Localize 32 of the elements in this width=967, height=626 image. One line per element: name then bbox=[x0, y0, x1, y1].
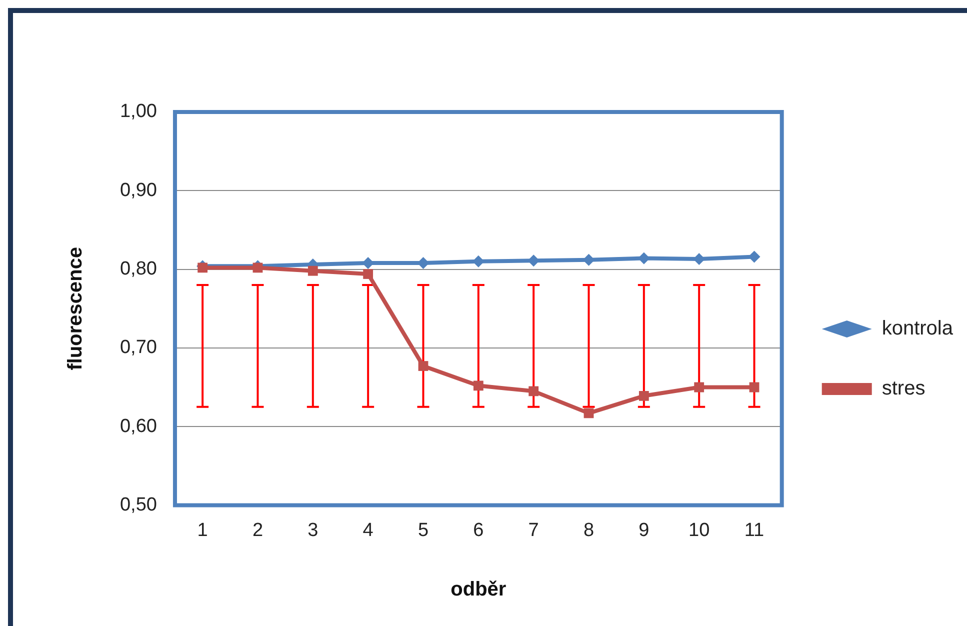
point bbox=[252, 262, 263, 273]
x-tick-label: 2 bbox=[252, 520, 264, 541]
legend-label: kontrola bbox=[882, 318, 954, 340]
x-tick-label: 10 bbox=[688, 520, 710, 541]
x-tick-label: 11 bbox=[744, 520, 764, 541]
point bbox=[418, 361, 428, 371]
x-tick-label: 3 bbox=[308, 520, 318, 541]
point bbox=[308, 266, 318, 276]
x-tick-label: 4 bbox=[362, 520, 374, 541]
y-tick-label: 0,60 bbox=[120, 416, 157, 437]
x-axis-title: odběr bbox=[450, 578, 506, 601]
x-tick-label: 7 bbox=[528, 520, 539, 541]
y-axis-title: fluorescence bbox=[64, 246, 87, 370]
y-tick-label: 0,80 bbox=[120, 258, 157, 280]
y-tick-label: 0,90 bbox=[120, 180, 157, 201]
x-tick-label: 8 bbox=[583, 520, 594, 541]
x-tick-label: 9 bbox=[638, 520, 650, 541]
y-tick-label: 0,50 bbox=[120, 494, 157, 516]
point bbox=[584, 408, 594, 418]
y-tick-label: 0,70 bbox=[120, 337, 157, 358]
point bbox=[528, 386, 539, 396]
point bbox=[473, 380, 484, 391]
x-tick-label: 5 bbox=[418, 520, 429, 541]
x-tick-label: 6 bbox=[473, 520, 484, 541]
point bbox=[749, 382, 760, 392]
y-tick-label: 1,00 bbox=[120, 101, 157, 122]
point bbox=[638, 390, 649, 401]
x-tick-label: 1 bbox=[197, 520, 208, 541]
point bbox=[198, 262, 208, 273]
point bbox=[694, 382, 704, 392]
legend-label: stres bbox=[882, 378, 926, 400]
point bbox=[363, 269, 374, 279]
